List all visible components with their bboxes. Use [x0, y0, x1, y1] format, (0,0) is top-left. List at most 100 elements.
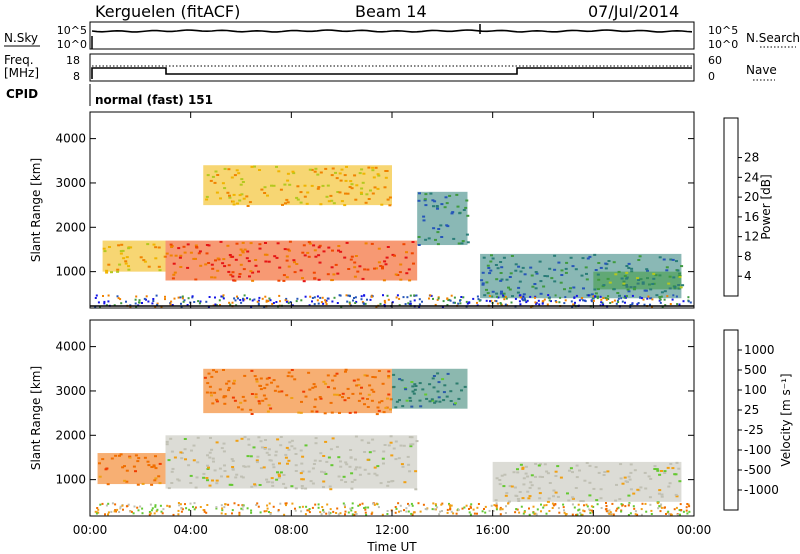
echo-cell	[206, 464, 209, 467]
echo-cell	[496, 267, 500, 270]
echo-cell	[178, 504, 181, 507]
echo-cell	[243, 436, 247, 439]
echo-cell	[528, 486, 532, 489]
echo-cell	[228, 196, 232, 199]
echo-cell	[124, 262, 128, 265]
echo-cell	[476, 506, 479, 509]
echo-cell	[538, 492, 542, 495]
echo-cell	[231, 468, 235, 470]
echo-cell	[664, 304, 667, 307]
echo-cell	[261, 297, 264, 300]
echo-cell	[572, 286, 576, 289]
echo-cell	[379, 482, 383, 485]
echo-cell	[363, 374, 367, 377]
echo-cell	[658, 297, 661, 300]
echo-cell	[181, 508, 184, 511]
echo-cell	[563, 511, 566, 514]
echo-cell	[243, 248, 247, 251]
echo-cell	[233, 399, 237, 402]
echo-cell	[519, 294, 522, 297]
echo-cell	[353, 513, 356, 516]
echo-cell	[156, 508, 159, 511]
echo-cell	[585, 503, 588, 506]
echo-cell	[223, 402, 227, 405]
echo-cell	[386, 513, 389, 515]
echo-cell	[323, 412, 327, 415]
echo-cell	[397, 502, 400, 505]
echo-cell	[242, 297, 244, 300]
echo-cell	[263, 306, 266, 308]
noise-trace	[91, 29, 693, 33]
echo-cell	[210, 263, 214, 266]
echo-cell	[258, 402, 262, 405]
echo-cell	[223, 167, 227, 170]
echo-cell	[238, 254, 242, 257]
echo-cell	[688, 510, 691, 513]
echo-cell	[543, 275, 547, 277]
echo-cell	[156, 302, 159, 305]
echo-cell	[531, 285, 535, 288]
echo-cell	[408, 470, 412, 473]
echo-cell	[423, 199, 427, 202]
echo-cell	[347, 268, 351, 270]
noise-panel: 10^5 10^0 10^5 10^0 N.Sky N.Search	[4, 21, 800, 51]
echo-cell	[407, 268, 411, 271]
echo-cell	[676, 303, 679, 306]
echo-cell	[516, 471, 520, 474]
echo-cell	[274, 450, 278, 453]
echo-cell	[411, 443, 415, 446]
echo-cell	[432, 227, 436, 230]
echo-cell	[243, 399, 247, 402]
echo-cell	[394, 273, 398, 276]
scatter-region	[203, 165, 392, 207]
echo-cell	[551, 507, 554, 509]
echo-cell	[166, 504, 169, 507]
echo-cell	[121, 249, 125, 252]
echo-cell	[249, 298, 251, 301]
echo-cell	[546, 303, 549, 306]
echo-cell	[177, 479, 181, 482]
echo-cell	[466, 214, 470, 217]
echo-cell	[554, 294, 557, 297]
echo-cell	[191, 296, 194, 299]
echo-cell	[133, 505, 136, 508]
echo-cell	[643, 471, 647, 474]
echo-cell	[477, 503, 480, 505]
echo-cell	[300, 478, 304, 481]
echo-cell	[125, 480, 129, 483]
echo-cell	[627, 267, 631, 269]
echo-cell	[146, 243, 150, 246]
echo-cell	[355, 466, 359, 469]
echo-cell	[254, 259, 258, 261]
colorbar-tick-label: 25	[744, 403, 759, 417]
echo-cell	[216, 269, 220, 272]
echo-cell	[668, 513, 671, 515]
echo-cell	[388, 196, 392, 199]
echo-cell	[310, 410, 314, 413]
echo-cell	[258, 169, 261, 171]
echo-cell	[360, 298, 363, 301]
echo-cell	[242, 505, 245, 508]
echo-cell	[222, 450, 226, 453]
echo-cell	[272, 184, 276, 187]
echo-cell	[375, 267, 378, 270]
echo-cell	[383, 299, 386, 302]
echo-cell	[543, 504, 546, 507]
echo-cell	[276, 242, 280, 245]
echo-cell	[130, 510, 133, 513]
echo-cell	[623, 476, 627, 479]
echo-cell	[311, 467, 315, 470]
echo-cell	[219, 304, 221, 307]
echo-cell	[330, 464, 334, 467]
echo-cell	[586, 505, 589, 508]
echo-cell	[247, 443, 251, 446]
echo-cell	[351, 502, 354, 505]
echo-cell	[356, 378, 360, 381]
echo-cell	[292, 172, 296, 175]
echo-cell	[361, 301, 364, 304]
echo-cell	[151, 507, 154, 510]
echo-cell	[530, 305, 533, 308]
echo-cell	[441, 502, 444, 505]
echo-cell	[399, 263, 403, 266]
echo-cell	[355, 300, 358, 303]
